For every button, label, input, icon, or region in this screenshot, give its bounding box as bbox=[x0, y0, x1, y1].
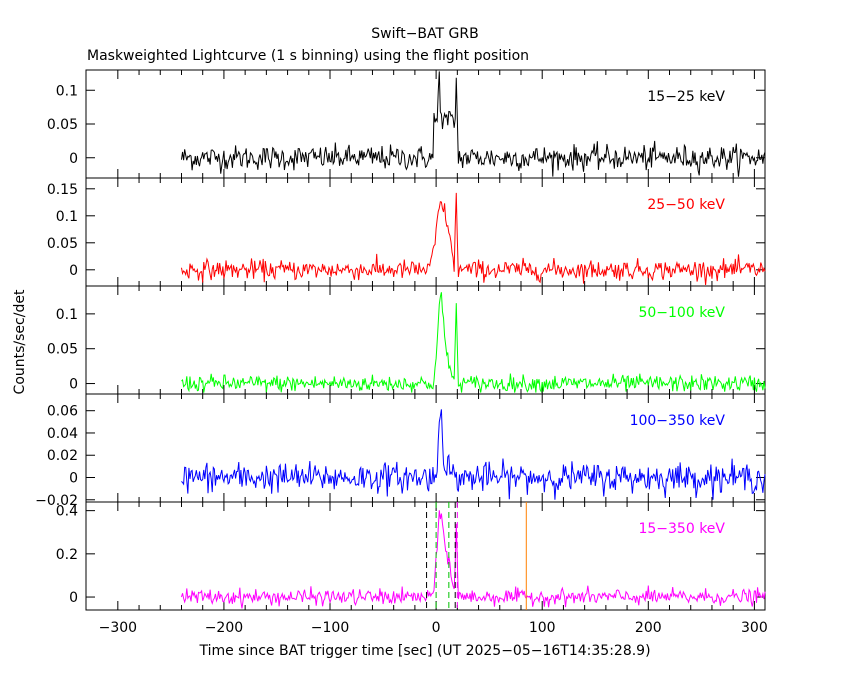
panel-2-lightcurve bbox=[180, 192, 766, 285]
panel-4-ytick-label: 0.06 bbox=[47, 404, 78, 420]
x-axis-label: Time since BAT trigger time [sec] (UT 20… bbox=[198, 643, 650, 659]
x-tick-label: −300 bbox=[99, 620, 137, 636]
panel-3-frame bbox=[85, 285, 766, 395]
panel-3-ytick-label: 0.1 bbox=[56, 307, 78, 323]
panel-3-ytick-label: 0 bbox=[69, 377, 78, 393]
panels-group: 0 0.05 0.1 15−25 keV 0 0.05 0.1 0.15 25−50 keV 0 0… bbox=[35, 69, 768, 636]
x-tick-label: 300 bbox=[741, 620, 768, 636]
x-tick-label: −200 bbox=[205, 620, 243, 636]
panel-5-ytick-label: 0.2 bbox=[56, 547, 78, 563]
panel-5-ytick-label: 0 bbox=[69, 590, 78, 606]
panel-1-ytick-label: 0 bbox=[69, 151, 78, 167]
panel-5-ytick-label: 0.4 bbox=[56, 504, 78, 520]
x-tick-label: 100 bbox=[529, 620, 556, 636]
panel-5-frame bbox=[85, 501, 766, 611]
panel-1-ytick-label: 0.1 bbox=[56, 83, 78, 99]
panel-4-ytick-label: 0 bbox=[69, 471, 78, 487]
panel-2-ytick-label: 0.05 bbox=[47, 236, 78, 252]
panel-1-ytick-label: 0.05 bbox=[47, 117, 78, 133]
panel-3-band-label: 50−100 keV bbox=[638, 305, 725, 321]
y-axis-label: Counts/sec/det bbox=[12, 289, 28, 394]
panel-4-ytick-label: 0.04 bbox=[47, 426, 78, 442]
panel-5-lightcurve bbox=[180, 510, 766, 609]
x-tick-label: 0 bbox=[432, 620, 441, 636]
panel-1-band-label: 15−25 keV bbox=[647, 89, 725, 105]
panel-2-frame bbox=[85, 177, 766, 287]
panel-4-ytick-label: 0.02 bbox=[47, 448, 78, 464]
panel-2-ytick-label: 0 bbox=[69, 263, 78, 279]
chart-subtitle: Maskweighted Lightcurve (1 s binning) us… bbox=[87, 48, 529, 64]
x-tick-label: 200 bbox=[635, 620, 662, 636]
panel-3-ytick-label: 0.05 bbox=[47, 342, 78, 358]
panel-4-lightcurve bbox=[181, 409, 766, 500]
chart-title: Swift−BAT GRB bbox=[371, 26, 478, 42]
x-tick-label: −100 bbox=[311, 620, 349, 636]
panel-4-band-label: 100−350 keV bbox=[630, 413, 726, 429]
panel-1-frame bbox=[85, 69, 766, 179]
panel-5-band-label: 15−350 keV bbox=[638, 521, 725, 537]
panel-2-ytick-label: 0.15 bbox=[47, 182, 78, 198]
panel-3-lightcurve bbox=[181, 292, 766, 394]
panel-2-band-label: 25−50 keV bbox=[647, 197, 725, 213]
panel-1-lightcurve bbox=[180, 71, 766, 177]
panel-4-ytick-label: −0.02 bbox=[35, 493, 78, 509]
panel-2-ytick-label: 0.1 bbox=[56, 209, 78, 225]
